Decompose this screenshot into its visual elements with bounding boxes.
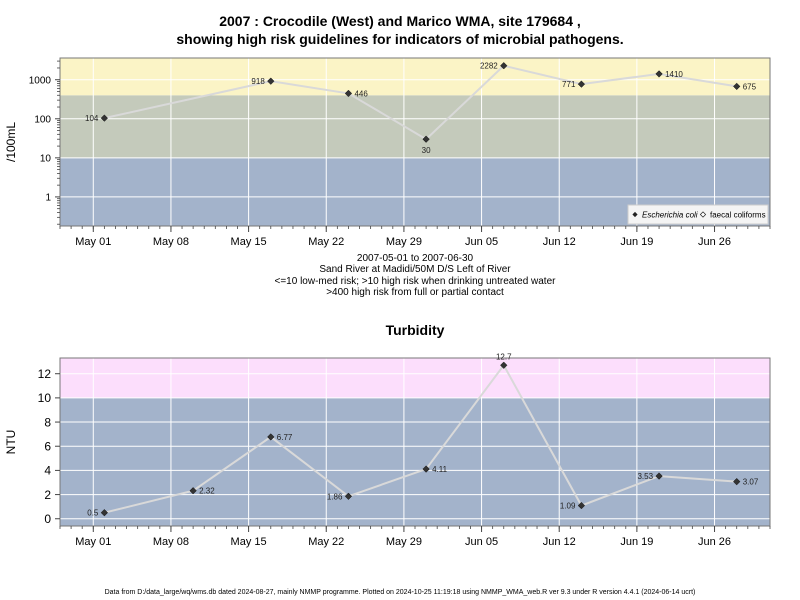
microbe-y-tick-label: 100 — [34, 114, 51, 125]
microbe-x-tick-label: Jun 05 — [465, 236, 498, 248]
microbe-legend-faecal-label: faecal coliforms — [710, 211, 766, 220]
drinking-risk-note: <=10 low-med risk; >10 high risk when dr… — [274, 276, 556, 287]
turbidity-data-label: 4.11 — [432, 465, 448, 474]
turbidity-y-tick-label: 6 — [44, 440, 51, 454]
turbidity-x-tick-label: May 29 — [386, 536, 422, 548]
turbidity-y-tick-label: 8 — [44, 415, 51, 429]
turbidity-data-label: 1.86 — [327, 492, 343, 501]
microbe-y-tick-label: 1 — [45, 193, 51, 204]
turbidity-y-tick-label: 4 — [44, 464, 51, 478]
microbe-data-label: 30 — [422, 146, 431, 155]
microbe-x-tick-label: May 15 — [231, 236, 267, 248]
turbidity-data-point — [189, 487, 197, 495]
microbe-x-tick-label: Jun 26 — [698, 236, 731, 248]
turbidity-panel-title: Turbidity — [386, 322, 445, 338]
microbe-risk-band — [60, 58, 770, 96]
microbe-x-tick-label: Jun 12 — [543, 236, 576, 248]
microbe-y-tick-label: 1000 — [29, 75, 52, 86]
microbe-x-tick-label: May 01 — [75, 236, 111, 248]
microbe-risk-band — [60, 95, 770, 158]
microbe-data-point — [500, 62, 508, 70]
turbidity-y-tick-label: 12 — [38, 367, 52, 381]
turbidity-x-tick-label: May 01 — [75, 536, 111, 548]
microbe-x-tick-label: May 22 — [308, 236, 344, 248]
turbidity-data-label: 0.5 — [87, 509, 99, 518]
microbial-panel: May 01 May 08 May 15 May 22 May 29 Jun 05 Jun … — [4, 57, 771, 248]
microbe-x-tick-label: May 08 — [153, 236, 189, 248]
turbidity-data-label: 6.77 — [277, 433, 293, 442]
microbe-data-point — [422, 135, 430, 143]
turbidity-y-tick-label: 10 — [38, 391, 52, 405]
turbidity-data-point — [655, 472, 663, 480]
microbe-x-tick-label: May 29 — [386, 236, 422, 248]
microbe-data-point — [577, 80, 586, 88]
turbidity-data-point — [344, 492, 353, 500]
microbe-data-point — [733, 82, 741, 91]
turbidity-risk-band — [60, 358, 770, 398]
turbidity-x-tick-label: Jun 05 — [465, 536, 498, 548]
microbe-legend-box — [627, 204, 769, 225]
chart-title-line1: 2007 : Crocodile (West) and Marico WMA, … — [219, 13, 581, 29]
turbidity-x-tick-label: Jun 19 — [620, 536, 653, 548]
microbe-data-label: 2282 — [480, 62, 498, 71]
microbe-data-point — [267, 77, 275, 85]
chart-title-line2: showing high risk guidelines for indicat… — [176, 31, 624, 47]
turbidity-data-point — [100, 509, 109, 517]
microbe-legend-ecoli-marker — [632, 211, 638, 218]
turbidity-data-point — [733, 477, 741, 486]
turbidity-x-tick-label: May 08 — [153, 536, 189, 548]
turbidity-data-point — [500, 361, 508, 369]
microbe-data-label: 675 — [743, 82, 757, 91]
microbe-data-label: 1410 — [665, 70, 683, 79]
microbe-y-tick-label: 10 — [40, 153, 52, 164]
microbe-data-point — [344, 89, 353, 98]
turbidity-y-tick-label: 2 — [44, 488, 51, 502]
microbe-data-point — [100, 114, 109, 122]
microbe-y-axis-label: /100mL — [4, 122, 18, 162]
turbidity-data-label: 3.53 — [637, 472, 653, 481]
microbe-x-tick-label: Jun 19 — [620, 236, 653, 248]
turbidity-x-tick-label: Jun 26 — [698, 536, 731, 548]
microbe-data-label: 104 — [85, 114, 99, 123]
turbidity-x-tick-label: May 22 — [308, 536, 344, 548]
turbidity-x-tick-label: May 15 — [231, 536, 267, 548]
turbidity-data-point — [422, 465, 430, 473]
turbidity-data-point — [577, 501, 586, 510]
turbidity-y-tick-label: 0 — [44, 512, 51, 526]
microbe-data-label: 771 — [562, 80, 576, 89]
microbe-data-point — [655, 70, 663, 78]
turbidity-y-axis-label: NTU — [4, 430, 18, 455]
data-source-footer: Data from D:/data_large/wq/wms.db dated … — [104, 589, 696, 596]
turbidity-panel: May 01 May 08 May 15 May 22 May 29 Jun 05 Jun … — [4, 322, 771, 548]
microbe-legend-ecoli-label: Escherichia coli — [642, 211, 698, 220]
microbe-data-label: 446 — [354, 89, 368, 98]
turbidity-data-label: 2.32 — [199, 487, 215, 496]
turbidity-x-tick-label: Jun 12 — [543, 536, 576, 548]
site-description-note: Sand River at Madidi/50M D/S Left of Riv… — [319, 264, 511, 275]
turbidity-data-label: 12.7 — [496, 352, 512, 361]
microbe-data-label: 918 — [251, 77, 265, 86]
turbidity-data-label: 3.07 — [743, 478, 759, 487]
microbe-legend-faecal-marker — [699, 211, 707, 218]
turbidity-data-point — [267, 433, 275, 441]
turbidity-risk-band — [60, 397, 770, 526]
contact-risk-note: >400 high risk from full or partial cont… — [326, 287, 504, 298]
microbe-series-line — [104, 64, 737, 141]
date-range-note: 2007-05-01 to 2007-06-30 — [356, 253, 474, 264]
turbidity-data-label: 1.09 — [560, 502, 576, 511]
